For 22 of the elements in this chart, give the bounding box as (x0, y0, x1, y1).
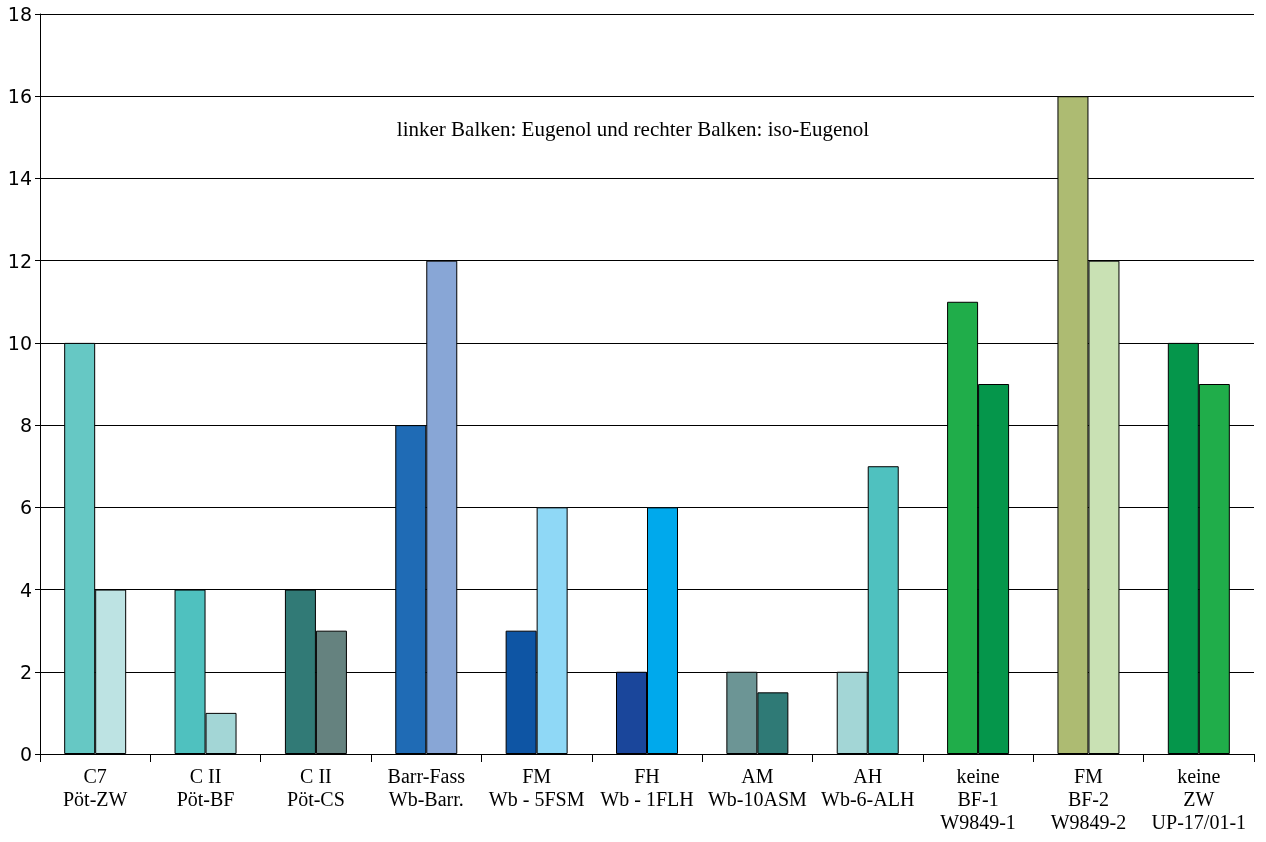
annotation: linker Balken: Eugenol und rechter Balken: iso-Eugenol (396, 116, 870, 141)
x-tick-label: FH Wb - 1FLH (600, 764, 694, 810)
x-tick-label: C II Pöt-BF (176, 764, 235, 810)
x-tick-label: FM BF-2 W9849-2 (1050, 764, 1127, 833)
y-tick-label: 8 (19, 414, 32, 437)
x-tick-label: keine BF-1 W9849-1 (940, 764, 1016, 833)
x-tick-label: C7 Pöt-ZW (62, 764, 128, 810)
x-tick-label: C II Pöt-CS (287, 764, 345, 810)
x-tick-label: AM Wb-10ASM (707, 764, 808, 810)
y-tick-label: 12 (7, 249, 32, 272)
x-tick-label: FM Wb - 5FSM (488, 764, 585, 810)
x-tick-label: keine ZW UP-17/01-1 (1151, 764, 1247, 833)
x-tick-label: Barr-Fass Wb-Barr. (387, 764, 466, 810)
x-tick-label: AH Wb-6-ALH (821, 764, 915, 810)
y-tick-label: 0 (19, 743, 32, 765)
y-tick-label: 14 (7, 167, 32, 190)
y-tick-label: 2 (19, 660, 32, 683)
y-tick-label: 10 (7, 331, 32, 354)
y-tick-label: 16 (7, 85, 32, 108)
y-tick-label: 4 (19, 578, 32, 601)
y-tick-label: 6 (19, 496, 32, 519)
y-tick-label: 18 (7, 3, 32, 25)
